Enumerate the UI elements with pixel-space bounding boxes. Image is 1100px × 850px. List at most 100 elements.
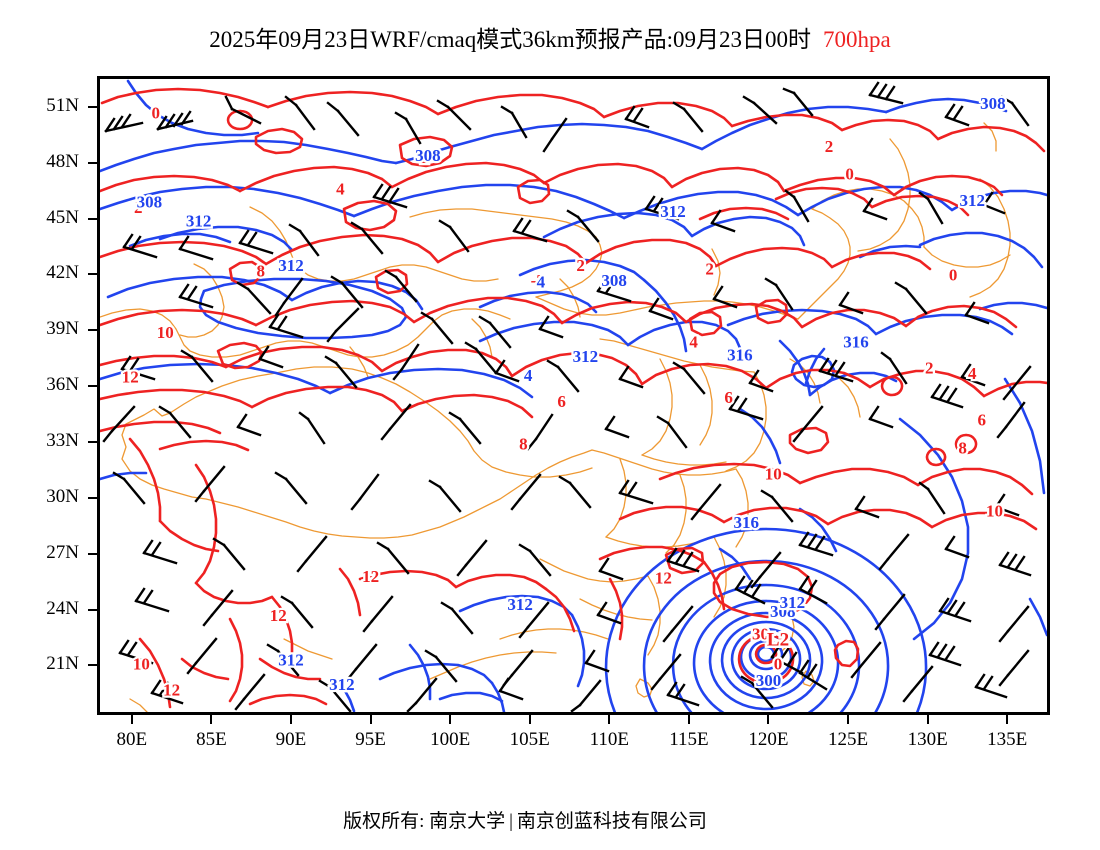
y-axis-tick: [88, 217, 97, 220]
contour-label-halo: 4: [968, 364, 977, 383]
y-axis-label: 33N: [46, 430, 79, 452]
contour-label: 2: [420, 148, 429, 167]
y-axis-tick: [88, 161, 97, 164]
contour-label: 316: [727, 345, 753, 364]
contour-label: 10: [765, 464, 782, 483]
y-axis-label: 36N: [46, 374, 79, 396]
contour-label: 308: [601, 271, 627, 290]
contour-label: 312: [278, 256, 304, 275]
contour-label-halo: 2: [576, 256, 585, 275]
contour-label: -2: [531, 271, 545, 290]
low-pressure-marker: L2: [767, 630, 789, 651]
contour-label-halo: 12: [655, 569, 672, 588]
copyright-footer: 版权所有: 南京大学 | 南京创蓝科技有限公司: [0, 806, 1100, 833]
x-axis-tick: [847, 715, 850, 724]
contour-label-halo: 308: [770, 602, 796, 621]
contour-label-halo: 312: [278, 651, 304, 670]
chart-title-level: 700hpa: [823, 27, 891, 52]
contour-label: 4: [689, 332, 698, 351]
copyright-company: 南京创蓝科技有限公司: [516, 811, 707, 832]
contour-label-halo: 0: [845, 165, 854, 184]
y-axis-tick: [88, 664, 97, 667]
contour-label-halo: 4: [689, 332, 698, 351]
contour-label: 12: [655, 569, 672, 588]
contour-label: 12: [122, 368, 139, 387]
copyright-separator: |: [509, 811, 513, 832]
contour-label: 8: [257, 262, 266, 281]
contour-label: 308: [415, 146, 441, 165]
contour-label: 2: [825, 137, 834, 156]
contour-label: 10: [133, 654, 150, 673]
x-axis-tick: [767, 715, 770, 724]
contour-label-halo: 10: [986, 502, 1003, 521]
contour-label: 308: [770, 602, 796, 621]
x-axis-tick: [449, 715, 452, 724]
y-axis-tick: [88, 441, 97, 444]
contour-label-halo: 312: [507, 595, 533, 614]
contour-label-halo: -2: [531, 271, 545, 290]
contour-label-halo: 8: [958, 438, 967, 457]
contour-label: 8: [519, 435, 528, 454]
plot-frame: 0 0 -2 -2 2 2 2 2 2 2 2 2 2 2 2 2 0 0 0 0 4 4 4 4 4 4 6 6 6 6 6 6 8 8 8 8 8 8…: [97, 76, 1050, 715]
contour-label: 4: [537, 273, 546, 292]
temperature-contours-layer: [100, 87, 1047, 709]
contour-label-halo: 308: [980, 94, 1006, 113]
contour-label-halo: 312: [573, 347, 599, 366]
y-axis-label: 45N: [46, 206, 79, 228]
contour-label-halo: 6: [724, 388, 733, 407]
contour-label: 10: [157, 323, 174, 342]
x-axis-tick: [687, 715, 690, 724]
contour-label-halo: 2: [825, 137, 834, 156]
contour-label-halo: 10: [157, 323, 174, 342]
contour-label: 12: [270, 606, 287, 625]
contour-label: 312: [507, 595, 533, 614]
contour-label-halo: 316: [727, 345, 753, 364]
contour-label-halo: 6: [977, 410, 986, 429]
x-axis-label: 130E: [907, 729, 948, 750]
contour-label: 316: [843, 332, 869, 351]
contour-label-halo: 316: [843, 332, 869, 351]
x-axis-tick: [369, 715, 372, 724]
contour-label: 6: [557, 392, 566, 411]
contour-label-halo: 6: [557, 392, 566, 411]
contour-label: 316: [733, 513, 759, 532]
contour-label-halo: 2: [134, 198, 143, 217]
contour-label-halo: 12: [163, 680, 180, 699]
contour-label-halo: 30: [752, 625, 769, 644]
contour-label: 312: [959, 191, 985, 210]
contour-label: 30: [752, 625, 769, 644]
y-axis-label: 51N: [46, 94, 79, 116]
contour-label-halo: 312: [278, 256, 304, 275]
contour-label-halo: 2: [925, 358, 934, 377]
x-axis-label: 80E: [116, 729, 148, 750]
x-axis-tick: [528, 715, 531, 724]
x-axis-tick: [608, 715, 611, 724]
low-pressure-marker-halo: L2: [767, 630, 789, 651]
contour-label: 312: [660, 202, 686, 221]
contour-label: 0: [949, 265, 958, 284]
copyright-owner: 版权所有: 南京大学: [343, 811, 506, 832]
x-axis-label: 90E: [275, 729, 307, 750]
x-axis-label: 85E: [196, 729, 227, 750]
x-axis-label: 120E: [748, 729, 789, 750]
y-axis-label: 21N: [46, 653, 79, 675]
contour-label: 0: [774, 654, 783, 673]
contour-label-halo: 12: [362, 567, 379, 586]
contour-label: 8: [958, 438, 967, 457]
contour-label-halo: 2: [420, 148, 429, 167]
contour-label: 4: [968, 364, 977, 383]
contour-label-halo: 12: [122, 368, 139, 387]
contour-label: 2: [705, 260, 714, 279]
x-axis-label: 115E: [669, 729, 709, 750]
contour-label: 4: [336, 180, 345, 199]
contour-label-halo: 12: [270, 606, 287, 625]
y-axis-tick: [88, 608, 97, 611]
contour-label: 2: [576, 256, 585, 275]
contour-label-halo: 312: [959, 191, 985, 210]
y-axis-label: 42N: [46, 262, 79, 284]
y-axis-tick: [88, 496, 97, 499]
